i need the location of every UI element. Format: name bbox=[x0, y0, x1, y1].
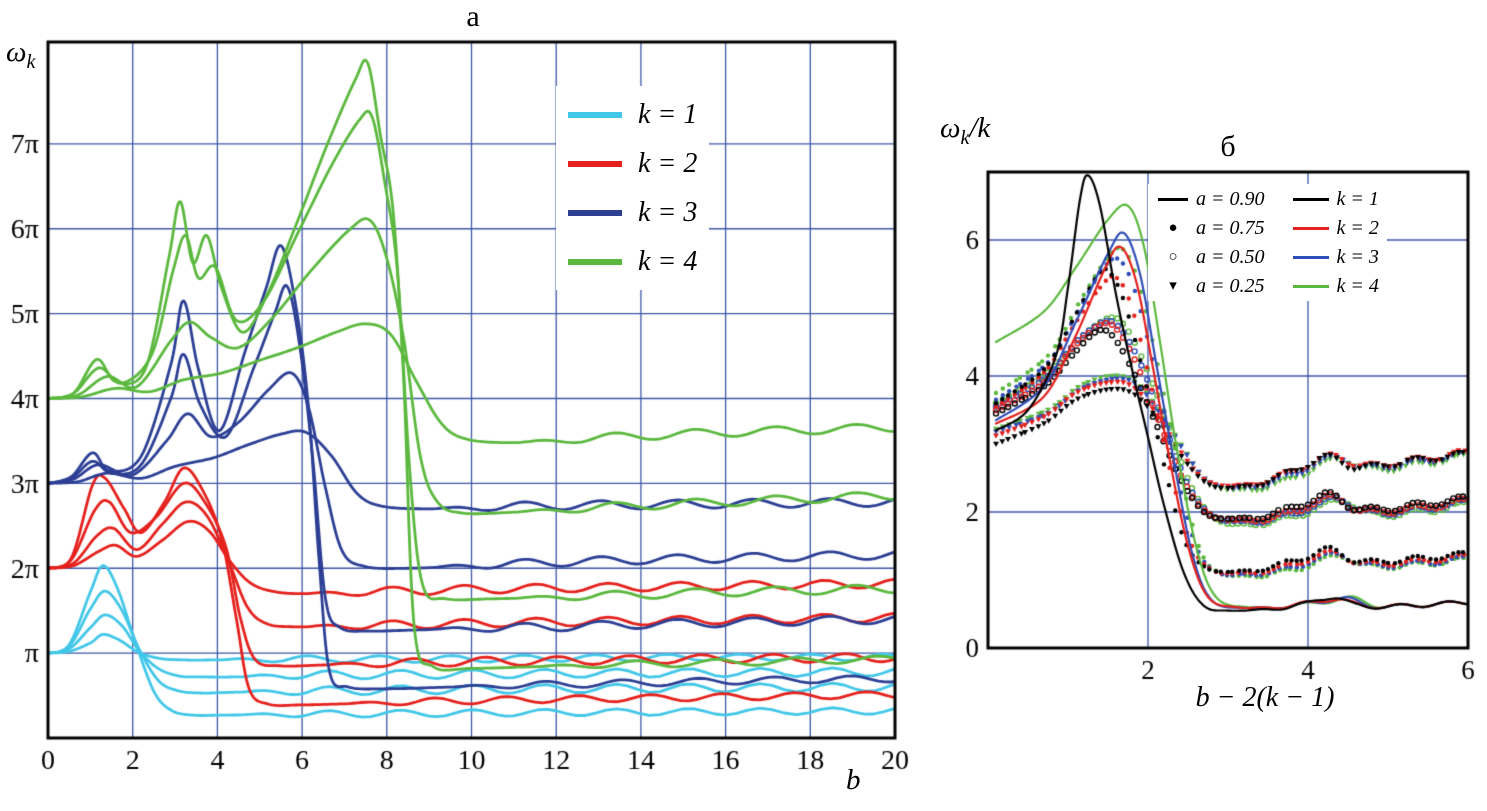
legend-item-label: k = 2 bbox=[638, 147, 698, 179]
legend-item: k = 1 bbox=[568, 90, 697, 139]
omega-symbol: ω bbox=[940, 112, 961, 144]
filled-dot-icon: ● bbox=[1168, 219, 1178, 236]
omega-symbol: ω bbox=[6, 36, 27, 68]
legend-item: a = 0.90 bbox=[1156, 186, 1265, 212]
legend-item-label: a = 0.50 bbox=[1196, 245, 1265, 268]
legend-item: ● a = 0.75 bbox=[1156, 215, 1265, 241]
omega-subscript: k bbox=[960, 126, 970, 149]
legend-item: ○ a = 0.50 bbox=[1156, 244, 1265, 270]
legend-item-label: k = 2 bbox=[1336, 216, 1379, 239]
k4-line-swatch bbox=[1292, 284, 1329, 288]
left-x-axis-label: b bbox=[846, 764, 861, 796]
left-legend: k = 1 k = 2 k = 3 k = 4 bbox=[556, 86, 710, 290]
over-k-suffix: /k bbox=[969, 112, 991, 144]
k3-line-swatch bbox=[1292, 255, 1329, 259]
left-y-axis-label: ωk bbox=[6, 36, 35, 74]
omega-subscript: k bbox=[26, 50, 36, 73]
open-circle-icon: ○ bbox=[1168, 248, 1178, 265]
right-legend: a = 0.90 k = 1 ● a = 0.75 k = 2 ○ a = 0.… bbox=[1148, 184, 1387, 301]
legend-item: k = 3 bbox=[568, 188, 697, 237]
right-chart-title: б bbox=[1220, 130, 1236, 163]
legend-item-label: k = 4 bbox=[1336, 274, 1379, 297]
k2-line-swatch bbox=[568, 160, 622, 167]
legend-item: k = 3 bbox=[1292, 244, 1379, 270]
k2-line-swatch bbox=[1292, 226, 1329, 230]
legend-item-label: k = 1 bbox=[638, 98, 698, 130]
legend-item: k = 4 bbox=[1292, 273, 1379, 299]
legend-item-label: k = 3 bbox=[638, 196, 698, 228]
legend-item-label: k = 4 bbox=[638, 245, 698, 277]
right-y-axis-label: ωk/k bbox=[940, 112, 990, 150]
k3-line-swatch bbox=[568, 209, 622, 216]
legend-item: k = 4 bbox=[568, 237, 697, 286]
legend-item: k = 2 bbox=[568, 139, 697, 188]
k1-line-swatch bbox=[1292, 197, 1329, 201]
legend-item-label: k = 1 bbox=[1336, 187, 1379, 210]
legend-item-label: a = 0.75 bbox=[1196, 216, 1265, 239]
legend-item: k = 1 bbox=[1292, 186, 1379, 212]
legend-item: ▾ a = 0.25 bbox=[1156, 273, 1265, 299]
right-x-axis-label: b − 2(k − 1) bbox=[1195, 682, 1335, 713]
left-chart-title: а bbox=[466, 0, 480, 33]
triangle-marker-icon: ▾ bbox=[1169, 277, 1177, 294]
legend-item-label: a = 0.90 bbox=[1196, 187, 1265, 210]
legend-item-label: a = 0.25 bbox=[1196, 274, 1265, 297]
solid-line-icon bbox=[1156, 197, 1190, 201]
k1-line-swatch bbox=[568, 111, 622, 118]
k4-line-swatch bbox=[568, 258, 622, 265]
legend-item: k = 2 bbox=[1292, 215, 1379, 241]
legend-item-label: k = 3 bbox=[1336, 245, 1379, 268]
